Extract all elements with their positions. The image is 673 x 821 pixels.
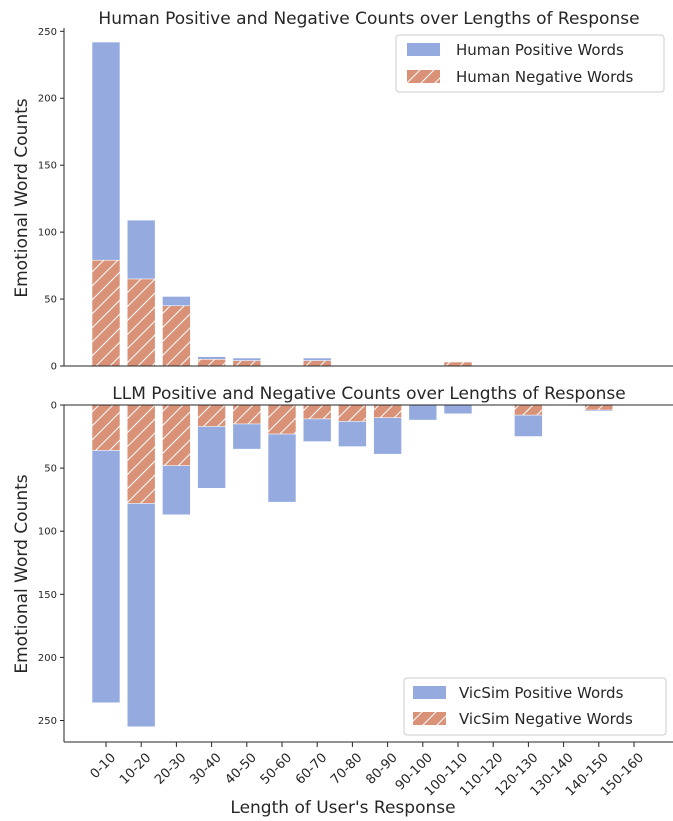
llm-y-tick-label-150: 150 [38,590,57,601]
human-y-tick-label-250: 250 [38,27,57,38]
llm-chart: LLM Positive and Negative Counts over Le… [12,384,673,818]
llm-legend-frame [403,677,667,736]
llm-x-tick-label-10-20: 10-20 [117,750,154,787]
human-chart-title: Human Positive and Negative Counts over … [98,9,639,29]
human-bar-hatch-20-30 [162,305,191,366]
human-legend-negative-hatch [407,70,440,83]
human-legend-positive-label: Human Positive Words [456,41,624,59]
llm-x-axis-label: Length of User's Response [230,798,455,818]
llm-legend-positive-label: VicSim Positive Words [459,684,624,702]
human-chart: Human Positive and Negative Counts over … [12,9,673,373]
human-bar-hatch-40-50 [232,360,261,366]
human-legend-frame [395,34,665,93]
human-bar-hatch-60-70 [303,360,332,366]
human-y-tick-label-200: 200 [38,94,57,105]
human-y-tick-label-0: 0 [51,362,57,373]
llm-bar-hatch-80-90 [373,405,402,418]
llm-bar-hatch-120-130 [514,405,543,416]
llm-x-tick-label-70-80: 70-80 [328,750,365,787]
llm-legend-positive-swatch [413,686,446,699]
llm-y-tick-label-250: 250 [38,716,57,727]
llm-bar-positive-0-10 [91,404,121,704]
human-bar-hatch-100-110 [444,361,472,366]
llm-legend-negative-label: VicSim Negative Words [459,710,633,728]
llm-bar-hatch-60-70 [303,405,332,419]
human-bar-hatch-0-10 [92,260,120,366]
llm-bar-positive-90-100 [408,404,438,421]
llm-x-tick-label-0-10: 0-10 [88,750,119,781]
llm-legend: VicSim Positive Words VicSim Negative Wo… [403,677,667,736]
llm-y-tick-label-0: 0 [51,401,57,412]
llm-bar-hatch-40-50 [232,405,261,424]
human-legend-negative-label: Human Negative Words [456,68,634,86]
llm-bar-positive-100-110 [443,404,473,415]
llm-bar-hatch-140-150 [584,405,613,411]
human-bars [91,41,473,367]
llm-y-tick-label-100: 100 [38,527,57,538]
human-y-tick-label-50: 50 [44,295,57,306]
llm-bar-hatch-30-40 [197,405,226,427]
llm-x-tick-label-40-50: 40-50 [223,750,260,787]
human-legend-positive-swatch [407,43,440,56]
llm-x-ticks: 0-1010-2020-3030-4040-5050-6060-7070-808… [88,742,647,799]
llm-y-tick-label-50: 50 [44,464,57,475]
llm-x-tick-label-30-40: 30-40 [187,750,224,787]
human-bar-hatch-30-40 [197,359,226,366]
llm-x-tick-label-50-60: 50-60 [258,750,295,787]
llm-x-tick-label-60-70: 60-70 [293,750,330,787]
llm-chart-title: LLM Positive and Negative Counts over Le… [112,384,625,404]
human-y-tick-label-100: 100 [38,228,57,239]
llm-y-axis-label: Emotional Word Counts [12,474,32,673]
llm-x-tick-label-20-30: 20-30 [152,750,189,787]
llm-bars [91,404,614,728]
llm-bar-hatch-10-20 [127,405,156,504]
human-y-tick-label-150: 150 [38,161,57,172]
llm-y-tick-label-200: 200 [38,653,57,664]
human-y-axis-label: Emotional Word Counts [12,98,32,297]
llm-y-ticks: 0 50 100 150 200 250 [38,401,64,727]
llm-bar-hatch-70-80 [338,405,367,422]
llm-bar-hatch-20-30 [162,405,191,466]
human-legend: Human Positive Words Human Negative Word… [395,34,665,93]
llm-bar-hatch-50-60 [268,405,296,435]
llm-bar-hatch-0-10 [92,405,120,451]
llm-legend-negative-hatch [413,712,446,725]
human-bar-hatch-10-20 [127,278,156,366]
human-y-ticks: 0 50 100 150 200 250 [38,27,64,373]
